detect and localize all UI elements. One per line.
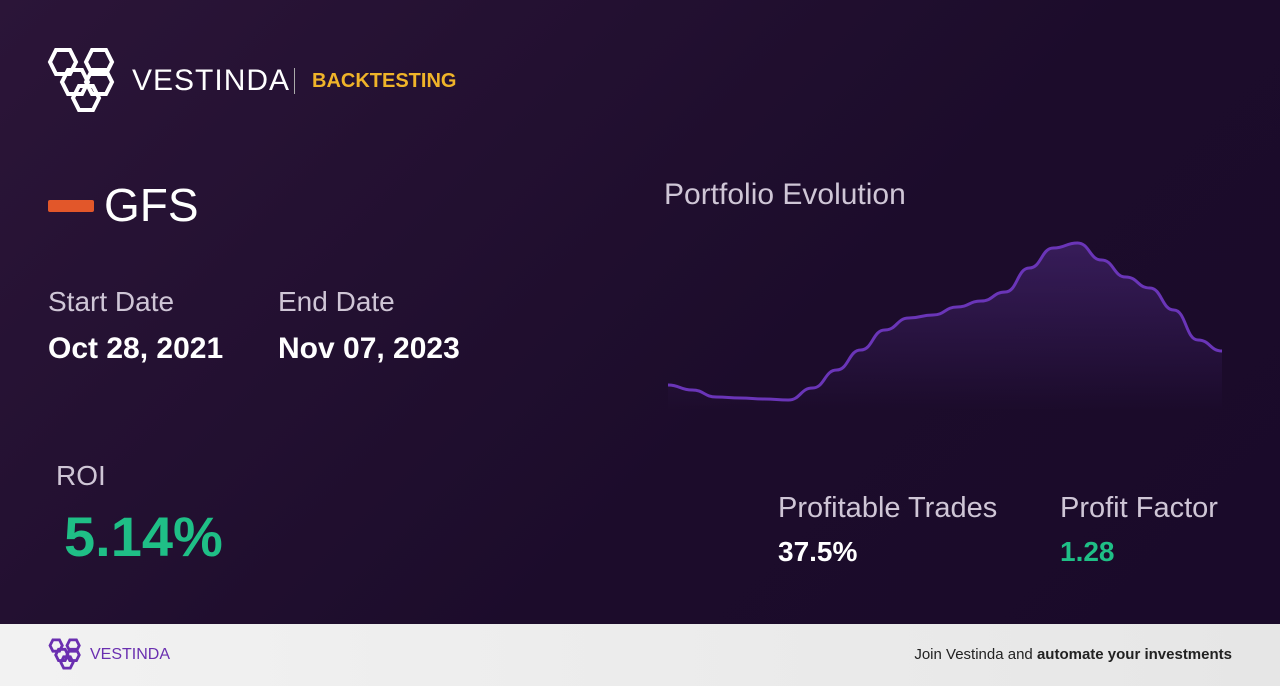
pf-value: 1.28: [1060, 536, 1115, 567]
footer-cta: Join Vestinda and automate your investme…: [914, 646, 1232, 663]
section: BACKTESTING: [312, 70, 457, 92]
trades-label: Profitable Trades: [778, 492, 998, 524]
pf-label: Profit Factor: [1060, 492, 1218, 524]
area: [668, 243, 1222, 410]
divider: [294, 68, 295, 94]
footer-brand: VESTINDA: [90, 646, 171, 663]
ticker-logo: [48, 200, 94, 212]
card: VESTINDA BACKTESTING GFS Start Date Oct …: [0, 0, 1280, 624]
brand: VESTINDA: [132, 64, 291, 97]
footer: VESTINDA Join Vestinda and automate your…: [0, 624, 1280, 686]
cta-text: Join Vestinda and: [914, 646, 1033, 663]
line: [667, 241, 1223, 402]
logo-icon: [47, 48, 115, 112]
start-date: Oct 28, 2021: [48, 332, 224, 365]
chart-title: Portfolio Evolution: [664, 178, 906, 211]
trades-value: 37.5%: [778, 536, 858, 567]
start-label: Start Date: [48, 286, 175, 317]
cta-bold[interactable]: automate your investments: [1036, 646, 1232, 663]
end-date: Nov 07, 2023: [278, 332, 460, 365]
roi-value: 5.14%: [64, 505, 223, 568]
sparkline: [667, 241, 1223, 410]
footer-logo-icon: [48, 638, 81, 670]
roi-label: ROI: [56, 460, 106, 491]
end-label: End Date: [278, 286, 395, 317]
ticker: GFS: [104, 179, 199, 231]
